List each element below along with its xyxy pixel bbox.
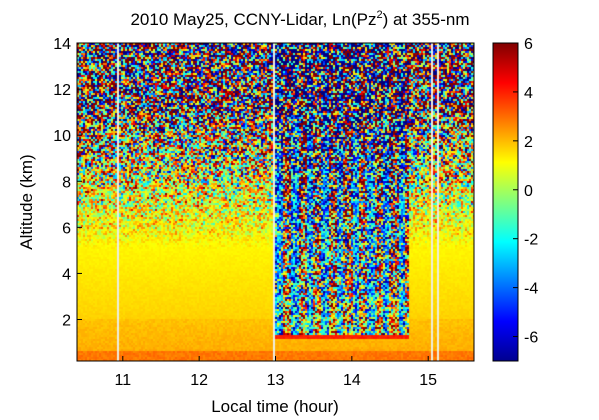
y-tick-label: 8 <box>62 174 71 191</box>
x-tick-label: 15 <box>419 372 437 389</box>
x-tick-label: 12 <box>190 372 208 389</box>
colorbar-tick-label: -2 <box>524 232 538 249</box>
y-tick-label: 10 <box>53 128 71 145</box>
y-axis-label: Altitude (km) <box>17 154 36 249</box>
y-tick-label: 4 <box>62 266 71 283</box>
colorbar-tick-label: -6 <box>524 330 538 347</box>
y-tick-label: 14 <box>53 36 71 53</box>
colorbar <box>492 42 519 362</box>
colorbar-tick-label: 6 <box>524 36 533 53</box>
x-axis: 11 12 13 14 15 <box>115 356 437 389</box>
x-tick-label: 14 <box>343 372 361 389</box>
heatmap-area <box>77 43 474 361</box>
colorbar-tick-label: 0 <box>524 183 533 200</box>
x-axis-label: Local time (hour) <box>211 397 339 416</box>
y-tick-label: 2 <box>62 313 71 330</box>
y-tick-label: 6 <box>62 220 71 237</box>
x-tick-label: 13 <box>267 372 285 389</box>
chart-title: 2010 May25, CCNY-Lidar, Ln(Pz2) at 355-n… <box>130 9 469 29</box>
colorbar-tick-label: -4 <box>524 281 538 298</box>
y-axis: 2 4 6 8 10 12 14 <box>53 36 82 330</box>
y-tick-label: 12 <box>53 82 71 99</box>
heatmap-image <box>77 43 474 361</box>
x-tick-label: 11 <box>115 372 132 389</box>
colorbar-tick-label: 2 <box>524 134 533 151</box>
colorbar-ticks: 6 4 2 0 -2 -4 -6 <box>513 36 538 347</box>
colorbar-tick-label: 4 <box>524 85 533 102</box>
